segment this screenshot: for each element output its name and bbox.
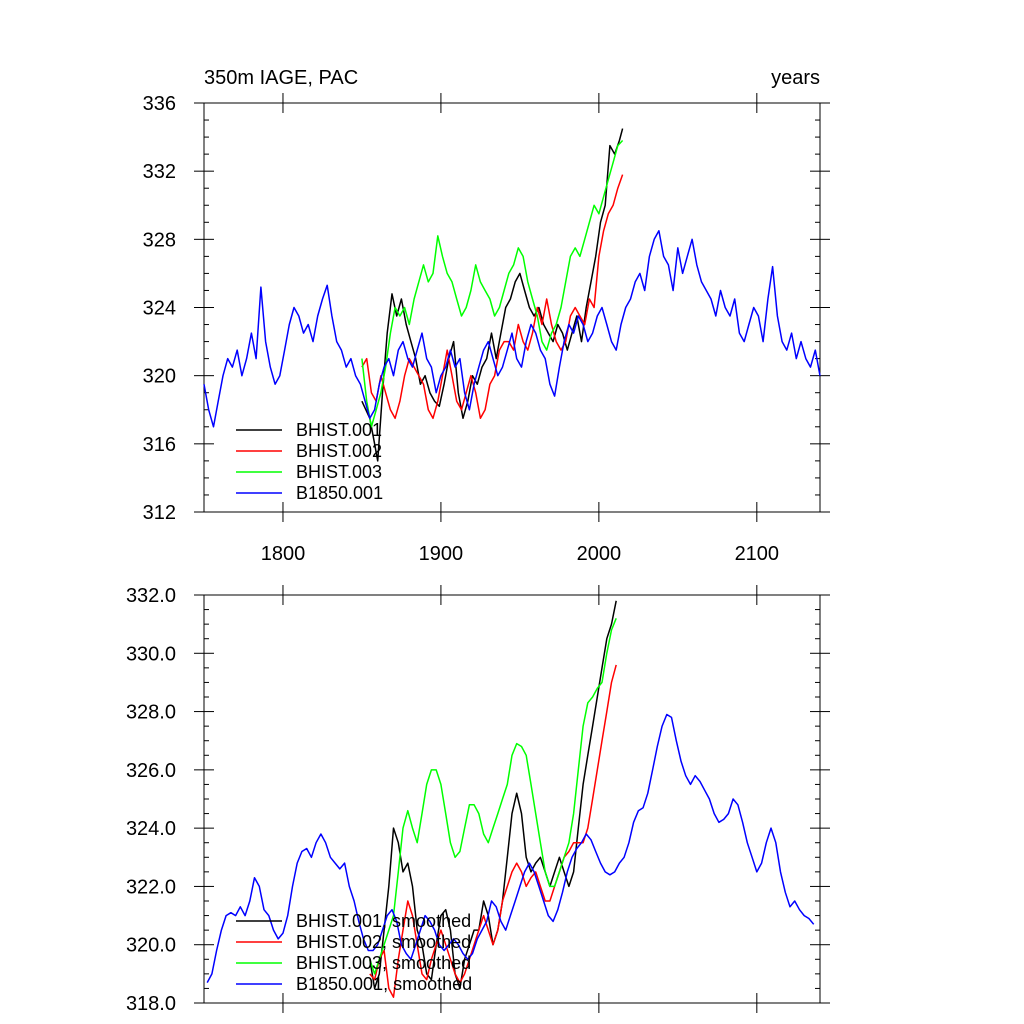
legend-label: BHIST.002, smoothed — [296, 932, 471, 952]
series-line-bottom-2 — [369, 618, 617, 975]
legend-label: BHIST.001, smoothed — [296, 911, 471, 931]
y-tick-label: 320 — [143, 366, 176, 388]
legend-label: B1850.001 — [296, 483, 383, 503]
x-tick-label: 2100 — [735, 543, 780, 565]
bottom-panel: 318.0 320.0 322.0 324.0 326.0 328.0 330.0 332.0… — [126, 585, 830, 1015]
x-tick-label: 2000 — [577, 543, 622, 565]
series-line-bottom-3 — [206, 713, 815, 983]
y-tick-label: 330.0 — [126, 643, 176, 665]
y-tick-label: 332.0 — [126, 585, 176, 607]
series-line-top-0 — [361, 128, 624, 462]
y-tick-label: 312 — [143, 502, 176, 524]
legend-label: BHIST.001 — [296, 420, 382, 440]
series-line-top-1 — [361, 174, 624, 420]
y-tick-label: 322.0 — [126, 876, 176, 898]
y-tick-label: 320.0 — [126, 935, 176, 957]
y-tick-label: 324 — [143, 298, 176, 320]
y-tick-label: 332 — [143, 161, 176, 183]
y-tick-label: 328.0 — [126, 702, 176, 724]
legend-label: BHIST.003, smoothed — [296, 953, 471, 973]
y-tick-label: 328 — [143, 229, 176, 251]
series-line-top-3 — [203, 230, 821, 428]
top-panel-title: 350m IAGE, PAC — [204, 67, 358, 89]
y-tick-label: 326.0 — [126, 760, 176, 782]
x-tick-label: 1800 — [261, 543, 306, 565]
series-line-top-2 — [361, 139, 624, 428]
series-line-bottom-1 — [369, 664, 617, 998]
y-tick-label: 318.0 — [126, 993, 176, 1015]
y-tick-label: 336 — [143, 93, 176, 115]
top-panel-units: years — [771, 67, 820, 89]
legend-label: BHIST.002 — [296, 441, 382, 461]
top-panel: 350m IAGE, PAC years 312 316 320 324 328 332 3… — [143, 67, 830, 565]
legend-label: BHIST.003 — [296, 462, 382, 482]
x-tick-label: 1900 — [419, 543, 464, 565]
y-tick-label: 316 — [143, 434, 176, 456]
y-tick-label: 324.0 — [126, 818, 176, 840]
legend-label: B1850.001, smoothed — [296, 974, 472, 994]
